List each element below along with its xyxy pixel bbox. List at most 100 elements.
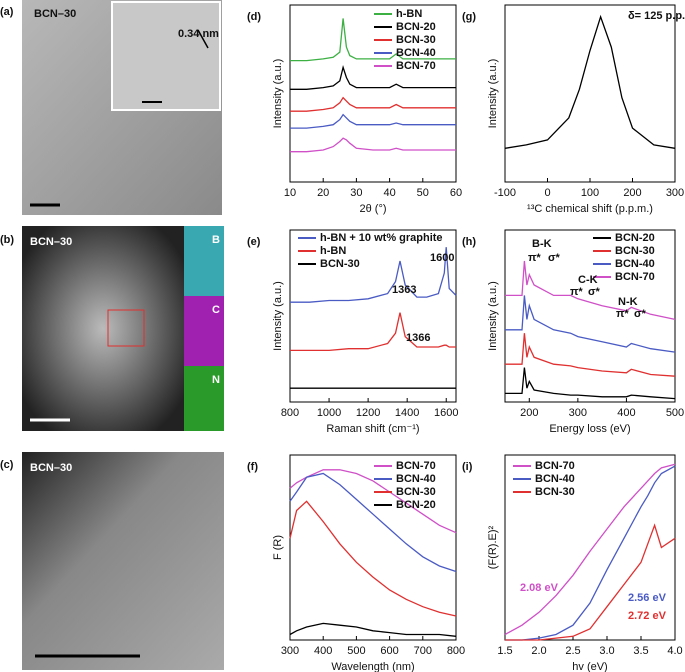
x-tick-label: 600 — [380, 645, 398, 657]
sample-label: BCN–30 — [30, 462, 72, 474]
x-tick-label: 400 — [314, 645, 332, 657]
x-tick-label: 1600 — [434, 407, 458, 419]
annotation: 2.08 eV — [520, 582, 559, 594]
x-tick-label: 40 — [383, 187, 395, 199]
sample-label: BCN–30 — [30, 236, 72, 248]
stem-image — [22, 452, 224, 670]
x-tick-label: 300 — [569, 407, 587, 419]
panel-label: (d) — [247, 11, 261, 23]
series-line — [290, 312, 456, 352]
legend-label: BCN-70 — [396, 60, 436, 72]
annotation: 2.72 eV — [628, 610, 667, 622]
series-line — [504, 14, 676, 149]
x-tick-label: 1200 — [356, 407, 380, 419]
annotation: N-K — [618, 296, 638, 308]
x-tick-label: 30 — [350, 187, 362, 199]
x-tick-label: 800 — [281, 407, 299, 419]
selection-box — [107, 309, 145, 347]
series-line — [290, 113, 456, 129]
y-axis-label: Intensity (a.u.) — [272, 59, 284, 129]
x-tick-label: 500 — [666, 407, 684, 419]
y-axis-label: Intensity (a.u.) — [487, 59, 499, 129]
series-line — [289, 472, 457, 573]
series-line — [290, 137, 456, 153]
series-line — [505, 465, 676, 641]
annotation: σ* — [634, 308, 647, 320]
y-axis-label: Intensity (a.u.) — [487, 281, 499, 351]
x-tick-label: 1.5 — [497, 645, 512, 657]
series-line — [505, 367, 676, 400]
legend-label: BCN-30 — [535, 486, 575, 498]
x-tick-label: 4.0 — [667, 645, 682, 657]
x-tick-label: 1000 — [317, 407, 341, 419]
map-c — [184, 296, 224, 366]
annotation: π* — [616, 308, 629, 320]
panel-label: (a) — [0, 6, 14, 18]
lattice-mark — [197, 29, 209, 49]
x-axis-label: Raman shift (cm⁻¹) — [326, 423, 419, 435]
spacing-label: 0.34 nm — [178, 28, 219, 40]
map-label: C — [212, 304, 220, 316]
x-tick-label: 3.5 — [633, 645, 648, 657]
legend-label: BCN-40 — [396, 473, 436, 485]
y-axis-label: Intensity (a.u.) — [272, 281, 284, 351]
x-tick-label: 400 — [617, 407, 635, 419]
plot-frame — [504, 454, 676, 641]
series-line — [290, 96, 456, 112]
panel-label: (f) — [247, 461, 258, 473]
annotation: 1600 — [430, 252, 454, 264]
annotation: C-K — [578, 274, 598, 286]
x-tick-label: 300 — [666, 187, 684, 199]
x-axis-label: ¹³C chemical shift (p.p.m.) — [527, 203, 653, 215]
panel-label: (h) — [462, 236, 476, 248]
panel-label: (g) — [462, 11, 476, 23]
x-tick-label: 0 — [544, 187, 550, 199]
x-tick-label: 700 — [414, 645, 432, 657]
legend-label: BCN-30 — [615, 245, 655, 257]
plot-frame — [289, 454, 457, 641]
hrtem-inset — [111, 1, 221, 111]
annotation: 2.56 eV — [628, 592, 667, 604]
annotation: σ* — [588, 286, 601, 298]
legend-label: BCN-40 — [396, 47, 436, 59]
x-tick-label: 500 — [347, 645, 365, 657]
x-tick-label: 800 — [447, 645, 465, 657]
legend-label: BCN-20 — [396, 499, 436, 511]
x-axis-label: Wavelength (nm) — [331, 661, 414, 672]
map-n — [184, 366, 224, 431]
plot-frame — [289, 4, 457, 183]
panel-label: (b) — [0, 234, 14, 246]
x-tick-label: 50 — [417, 187, 429, 199]
x-tick-label: 10 — [284, 187, 296, 199]
sem-image — [22, 226, 184, 431]
legend-label: BCN-40 — [615, 258, 655, 270]
x-axis-label: 2θ (°) — [359, 203, 386, 215]
x-tick-label: 2.0 — [531, 645, 546, 657]
x-tick-label: 300 — [281, 645, 299, 657]
x-tick-label: -100 — [494, 187, 516, 199]
annotation: 1363 — [392, 284, 416, 296]
map-label: N — [212, 374, 220, 386]
x-tick-label: 3.0 — [599, 645, 614, 657]
legend-label: h-BN — [320, 245, 346, 257]
series-line — [290, 247, 457, 303]
series-line — [505, 333, 676, 377]
x-tick-label: 60 — [450, 187, 462, 199]
annotation: σ* — [548, 252, 561, 264]
y-axis-label: (F(R).E)² — [487, 525, 499, 569]
x-tick-label: 20 — [317, 187, 329, 199]
y-axis-label: F (R) — [272, 535, 284, 560]
series-line — [289, 469, 457, 534]
plot-frame — [289, 229, 457, 403]
x-tick-label: 200 — [520, 407, 538, 419]
series-line — [505, 523, 676, 641]
map-b — [184, 226, 224, 296]
annotation: δ= 125 p.p.m. — [628, 10, 685, 22]
legend-label: h-BN + 10 wt% graphite — [320, 232, 443, 244]
legend-label: BCN-70 — [535, 460, 575, 472]
x-tick-label: 2.5 — [565, 645, 580, 657]
series-line — [504, 463, 676, 636]
x-axis-label: hv (eV) — [572, 661, 607, 672]
annotation: π* — [570, 286, 583, 298]
